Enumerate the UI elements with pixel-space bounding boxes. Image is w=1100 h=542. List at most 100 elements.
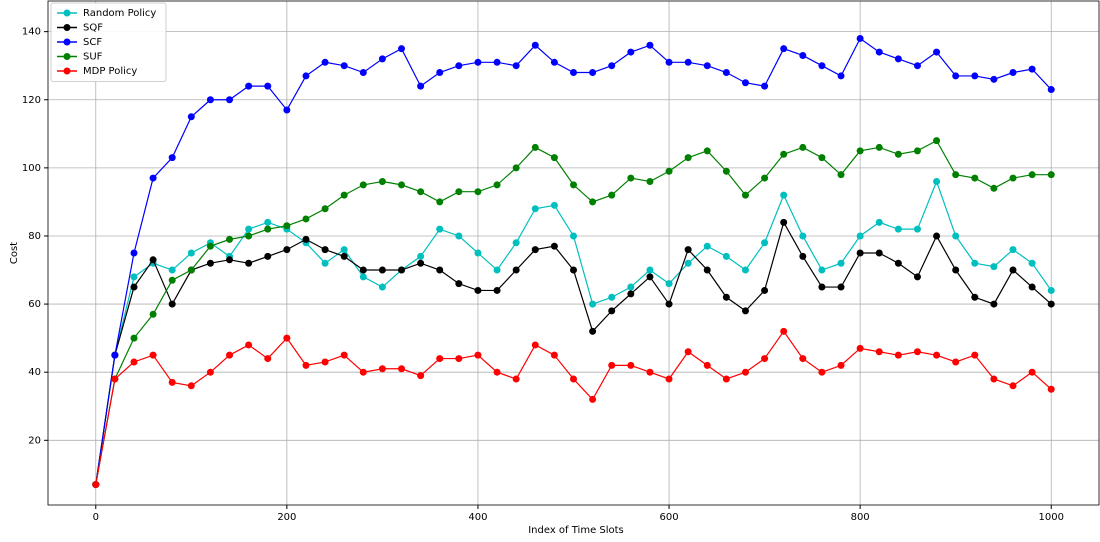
data-point	[780, 191, 788, 199]
data-point	[646, 273, 654, 281]
series-line	[95, 330, 1052, 485]
data-point	[130, 334, 138, 342]
data-point	[722, 293, 730, 301]
data-point	[627, 290, 635, 298]
data-point	[875, 218, 883, 226]
data-point	[187, 382, 195, 390]
data-point	[971, 259, 979, 267]
data-point	[703, 361, 711, 369]
data-point	[340, 62, 348, 70]
data-point	[818, 154, 826, 162]
data-point	[933, 48, 941, 56]
data-point	[264, 225, 272, 233]
data-point	[455, 188, 463, 196]
data-point	[206, 96, 214, 104]
data-point	[971, 293, 979, 301]
data-point	[1009, 246, 1017, 254]
data-point	[130, 273, 138, 281]
series-line	[95, 139, 1052, 485]
data-point	[264, 252, 272, 260]
data-point	[283, 222, 291, 230]
data-point	[627, 174, 635, 182]
data-point	[512, 375, 520, 383]
data-point	[130, 283, 138, 291]
data-point	[875, 348, 883, 356]
data-point	[398, 266, 406, 274]
legend-marker	[63, 24, 71, 31]
data-point	[608, 361, 616, 369]
x-tick-label: 1000	[1039, 512, 1064, 523]
data-point	[321, 58, 329, 66]
data-point	[933, 351, 941, 359]
data-point	[952, 358, 960, 366]
data-point	[550, 201, 558, 209]
data-point	[550, 58, 558, 66]
data-point	[1047, 286, 1055, 294]
data-point	[799, 232, 807, 240]
data-point	[550, 351, 558, 359]
data-point	[837, 361, 845, 369]
data-point	[531, 143, 539, 151]
data-point	[684, 259, 692, 267]
data-point	[206, 368, 214, 376]
data-point	[359, 368, 367, 376]
data-point	[608, 191, 616, 199]
x-tick-label: 400	[468, 512, 487, 523]
data-point	[952, 266, 960, 274]
data-point	[436, 69, 444, 77]
data-point	[455, 355, 463, 363]
data-point	[799, 143, 807, 151]
data-point	[875, 249, 883, 257]
data-point	[894, 225, 902, 233]
data-point	[187, 266, 195, 274]
data-point	[455, 280, 463, 288]
data-point	[761, 355, 769, 363]
x-tick-label: 200	[277, 512, 296, 523]
data-point	[398, 365, 406, 373]
data-point	[512, 164, 520, 172]
data-point	[570, 181, 577, 189]
data-point	[264, 355, 272, 363]
y-tick-label: 80	[28, 231, 41, 242]
data-point	[340, 351, 348, 359]
data-point	[933, 177, 941, 185]
data-point	[761, 239, 769, 247]
data-point	[665, 375, 673, 383]
data-point	[1009, 382, 1017, 390]
data-point	[589, 198, 597, 206]
data-point	[359, 69, 367, 77]
data-point	[340, 191, 348, 199]
data-point	[378, 177, 386, 185]
data-point	[799, 51, 807, 59]
y-tick-label: 120	[22, 95, 41, 106]
data-point	[359, 181, 367, 189]
x-tick-label: 600	[659, 512, 678, 523]
data-point	[493, 266, 501, 274]
y-tick-label: 60	[28, 299, 41, 310]
data-point	[302, 215, 310, 223]
data-point	[818, 283, 826, 291]
data-point	[894, 150, 902, 158]
data-point	[627, 48, 635, 56]
data-point	[570, 266, 577, 274]
data-point	[665, 58, 673, 66]
data-point	[245, 82, 253, 90]
data-point	[990, 75, 998, 83]
data-point	[321, 358, 329, 366]
data-point	[684, 154, 692, 162]
x-tick-label: 800	[851, 512, 870, 523]
data-point	[741, 79, 749, 87]
data-point	[378, 365, 386, 373]
data-point	[1009, 266, 1017, 274]
data-point	[493, 181, 501, 189]
data-point	[646, 177, 654, 185]
legend-label: SQF	[83, 23, 103, 34]
data-point	[665, 280, 673, 288]
data-point	[398, 181, 406, 189]
data-point	[761, 174, 769, 182]
data-point	[149, 256, 157, 264]
data-point	[799, 252, 807, 260]
legend-marker	[63, 9, 71, 17]
legend-marker	[63, 67, 71, 75]
data-point	[474, 58, 482, 66]
